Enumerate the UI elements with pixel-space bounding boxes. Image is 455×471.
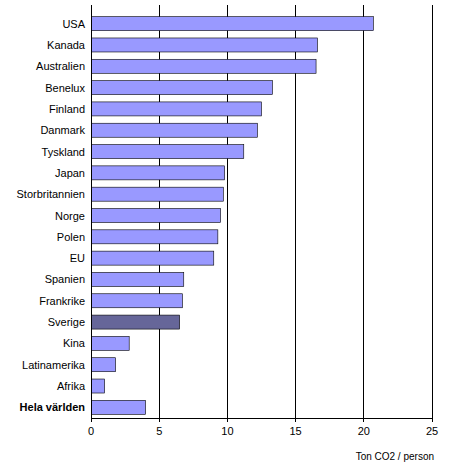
- grid-line: [363, 5, 364, 418]
- bar: [91, 294, 182, 308]
- category-label: Sverige: [48, 316, 85, 328]
- tick-label: 15: [289, 425, 301, 437]
- bar: [91, 102, 262, 116]
- category-label: EU: [70, 252, 85, 264]
- chart-container: 0 5 10 15 20 25 USA Kanada Australien Benelux Finl…: [0, 0, 455, 471]
- category-label: Benelux: [45, 82, 85, 94]
- tick-mark: [91, 418, 92, 422]
- tick-mark: [159, 418, 160, 422]
- tick-mark: [363, 418, 364, 422]
- category-label: Storbritannien: [17, 188, 86, 200]
- category-label: Latinamerika: [22, 359, 86, 371]
- bar: [91, 230, 218, 244]
- category-label: Polen: [57, 231, 85, 243]
- category-label: Australien: [36, 60, 85, 72]
- category-label: Tyskland: [42, 146, 85, 158]
- bar: [91, 166, 225, 180]
- y-axis: [91, 5, 92, 418]
- category-label: Hela världen: [20, 401, 86, 413]
- tick-label: 10: [221, 425, 233, 437]
- bar: [91, 38, 317, 52]
- bar: [91, 379, 105, 393]
- bar: [91, 123, 257, 137]
- category-label: Finland: [49, 103, 85, 115]
- category-label: Japan: [55, 167, 85, 179]
- bar: [91, 59, 316, 73]
- tick-mark: [295, 418, 296, 422]
- bar: [91, 17, 373, 31]
- category-label: Frankrike: [39, 295, 85, 307]
- x-axis: [91, 418, 432, 419]
- bar: [91, 336, 129, 350]
- grid-line: [91, 5, 92, 418]
- category-label: Spanien: [45, 273, 85, 285]
- bar: [91, 251, 214, 265]
- tick-mark: [227, 418, 228, 422]
- bar: [91, 272, 184, 286]
- tick-label: 0: [88, 425, 94, 437]
- grid-line: [432, 5, 433, 418]
- category-label: Danmark: [40, 124, 85, 136]
- bar: [91, 187, 223, 201]
- chart-svg: 0 5 10 15 20 25 USA Kanada Australien Benelux Finl…: [0, 0, 455, 471]
- tick-mark: [432, 418, 433, 422]
- tick-label: 25: [426, 425, 438, 437]
- tick-label: 20: [358, 425, 370, 437]
- axis-label: Ton CO2 / person: [356, 451, 434, 462]
- category-label: Kanada: [47, 39, 86, 51]
- category-label: USA: [62, 18, 85, 30]
- bar: [91, 145, 244, 159]
- category-label: Norge: [55, 210, 85, 222]
- bar: [91, 400, 146, 414]
- bar: [91, 81, 272, 95]
- bar: [91, 358, 116, 372]
- bar: [91, 209, 221, 223]
- bar: [91, 315, 180, 329]
- bars: [91, 17, 373, 415]
- category-label: Kina: [63, 337, 86, 349]
- category-label: Afrika: [57, 380, 86, 392]
- tick-label: 5: [156, 425, 162, 437]
